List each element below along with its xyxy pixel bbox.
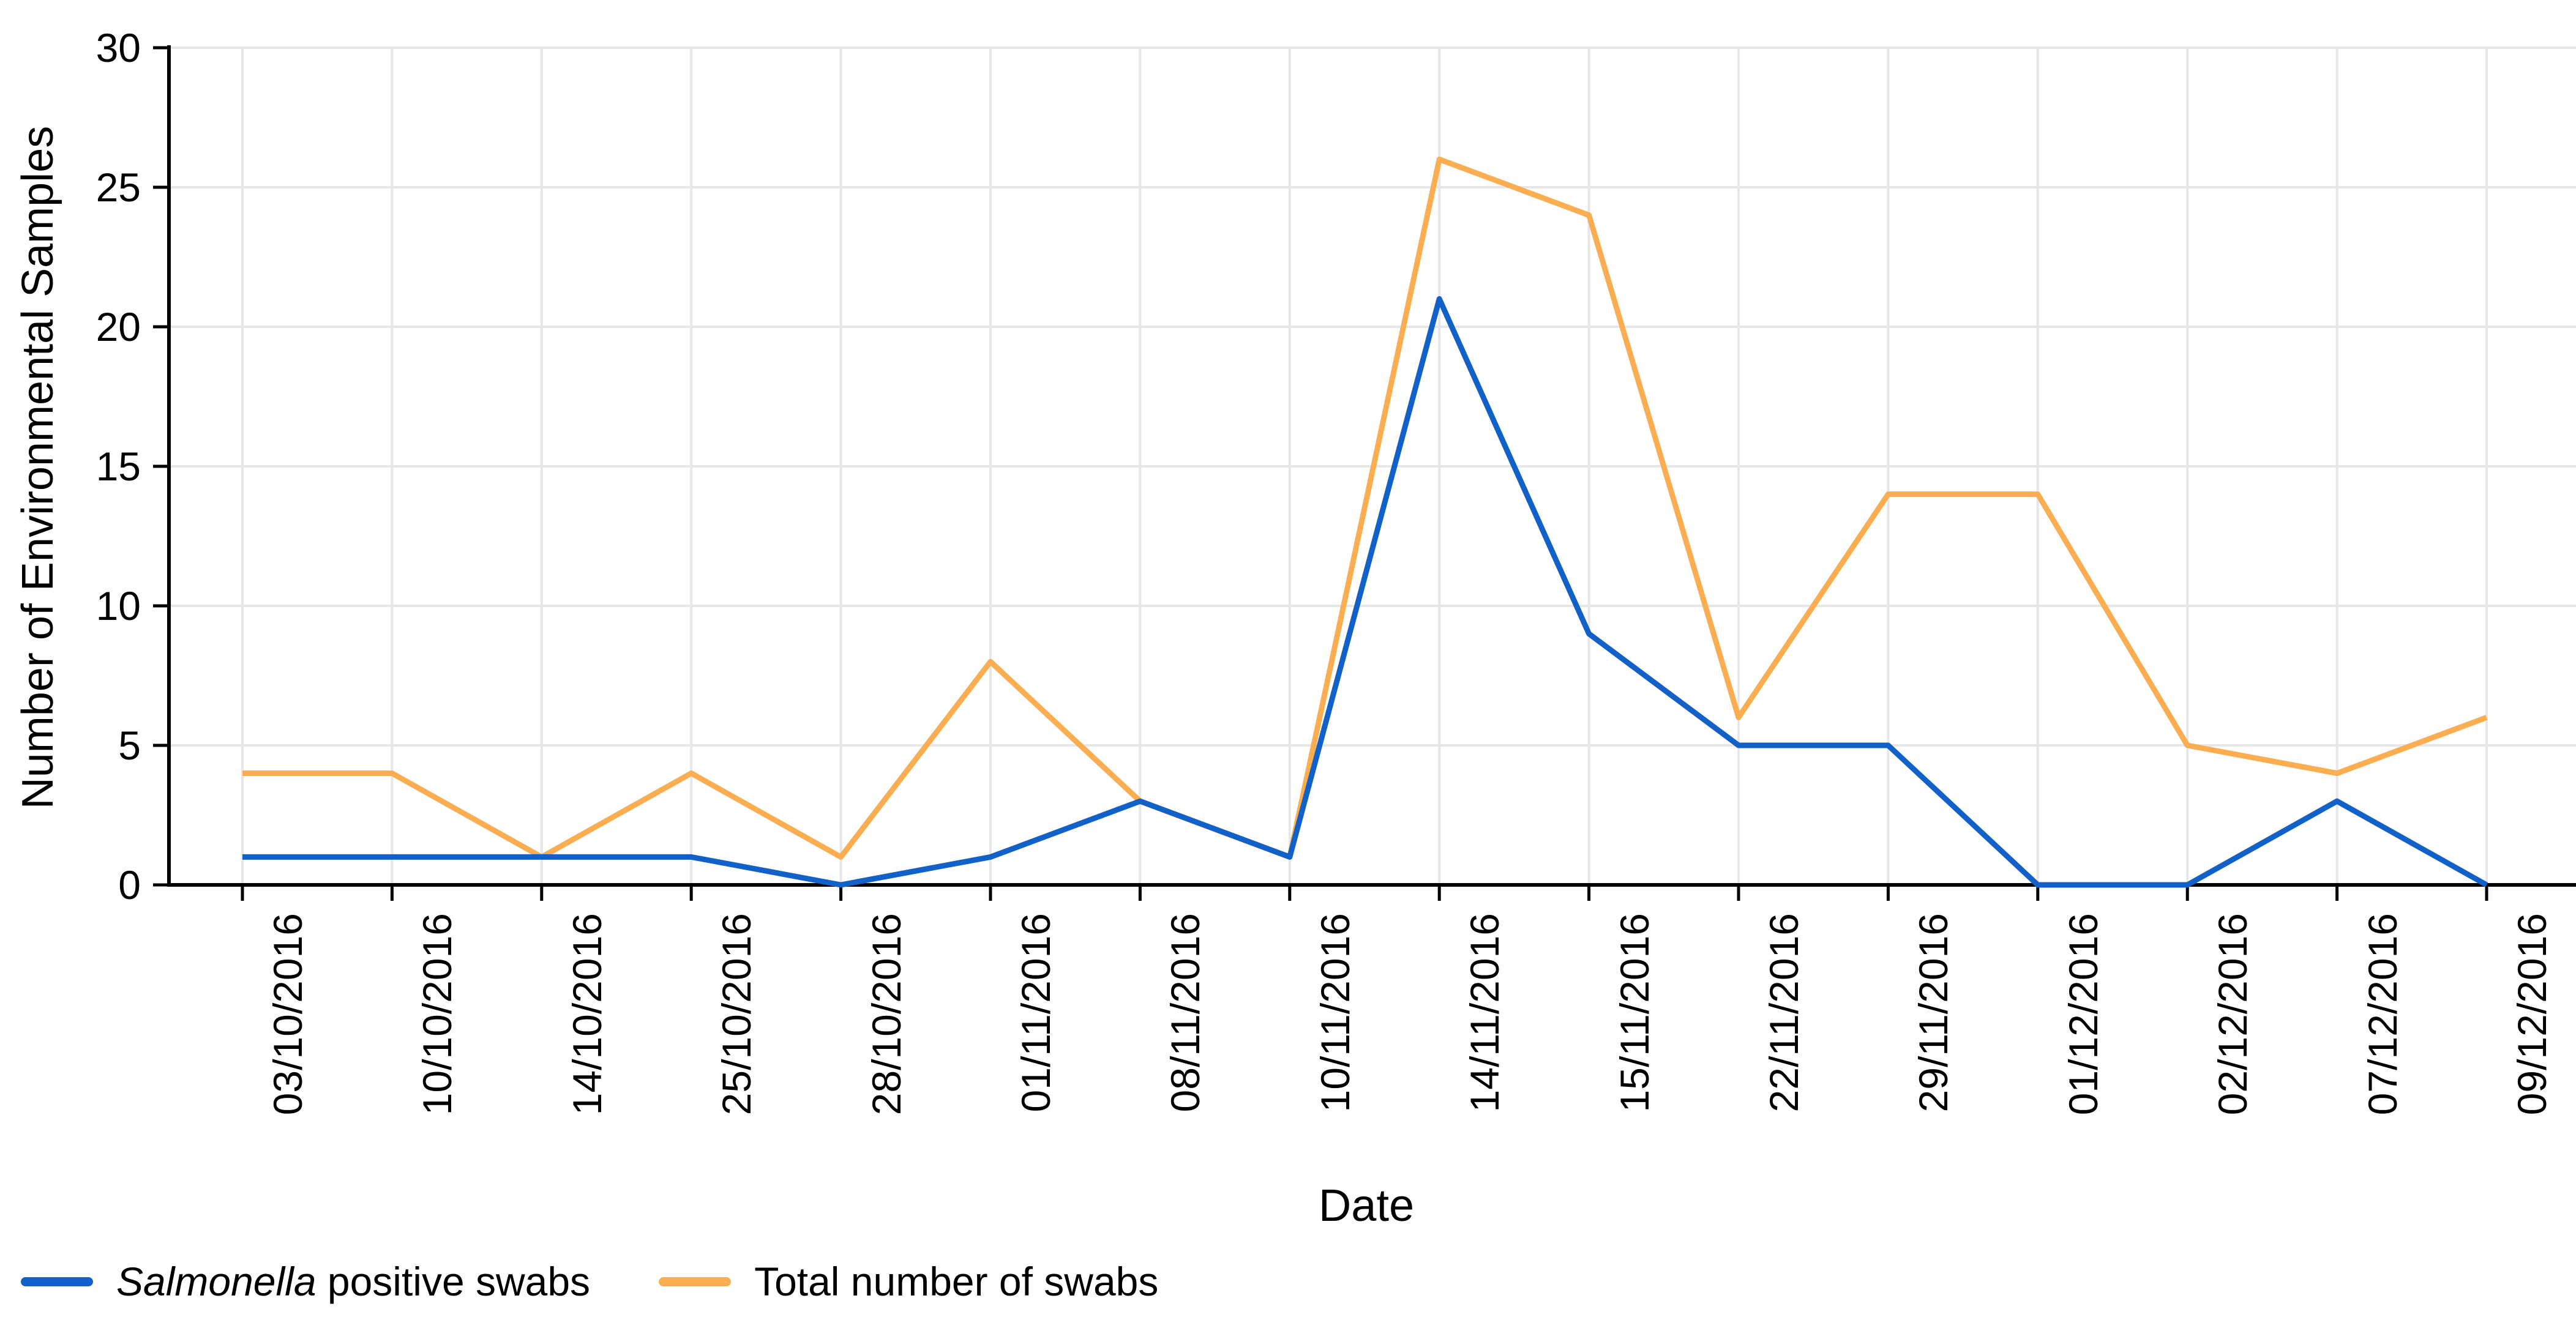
x-axis-tick-label: 10/10/2016 [414,913,460,1116]
x-axis-tick-label: 28/10/2016 [863,913,909,1116]
x-axis-tick-label: 02/12/2016 [2210,913,2256,1116]
y-axis-tick-label: 30 [95,25,141,70]
x-axis-tick-label: 01/11/2016 [1013,913,1058,1113]
x-axis-title: Date [1318,1180,1415,1231]
x-axis-tick-label: 08/11/2016 [1163,913,1208,1113]
x-axis-tick-label: 14/10/2016 [564,913,610,1116]
legend: Salmonella positive swabs Total number o… [21,1256,1158,1307]
x-axis-tick-label: 07/12/2016 [2359,913,2405,1116]
axes [153,45,2576,901]
x-axis-tick-label: 03/10/2016 [265,913,310,1116]
gridlines [169,47,2576,885]
x-axis-tick-label: 14/11/2016 [1462,913,1508,1113]
data-series-lines [242,156,2488,888]
x-axis-tick-label: 09/12/2016 [2509,913,2555,1116]
y-axis-tick-label: 15 [95,444,141,489]
x-axis-tick-label: 22/11/2016 [1761,913,1807,1113]
series-line-total-number-of-swabs [242,156,2488,860]
x-axis-tick-label: 25/10/2016 [714,913,760,1116]
y-axis-tick-label: 10 [95,583,141,628]
y-axis-tick-label: 20 [95,304,141,349]
y-axis-tick-label: 25 [95,165,141,210]
legend-item-total-number-of-swabs: Total number of swabs [659,1256,1158,1307]
x-axis-tick-label: 01/12/2016 [2060,913,2106,1116]
x-axis-tick-label: 10/11/2016 [1312,913,1358,1113]
x-axis-tick-label: 29/11/2016 [1911,913,1956,1113]
x-axis-tick-label: 15/11/2016 [1611,913,1657,1113]
y-axis-title: Number of Environmental Samples [13,125,62,810]
legend-swatch-blue-line [21,1277,93,1286]
y-axis-tick-label: 0 [118,862,141,908]
y-axis-tick-label: 5 [118,723,141,768]
legend-swatch-orange-line [659,1277,732,1286]
legend-label-total-number-of-swabs: Total number of swabs [754,1259,1159,1304]
legend-item-salmonella-positive-swabs: Salmonella positive swabs [21,1256,590,1307]
legend-label-salmonella-positive-swabs: Salmonella positive swabs [116,1259,591,1304]
series-line-salmonella-positive-swabs [242,296,2488,888]
